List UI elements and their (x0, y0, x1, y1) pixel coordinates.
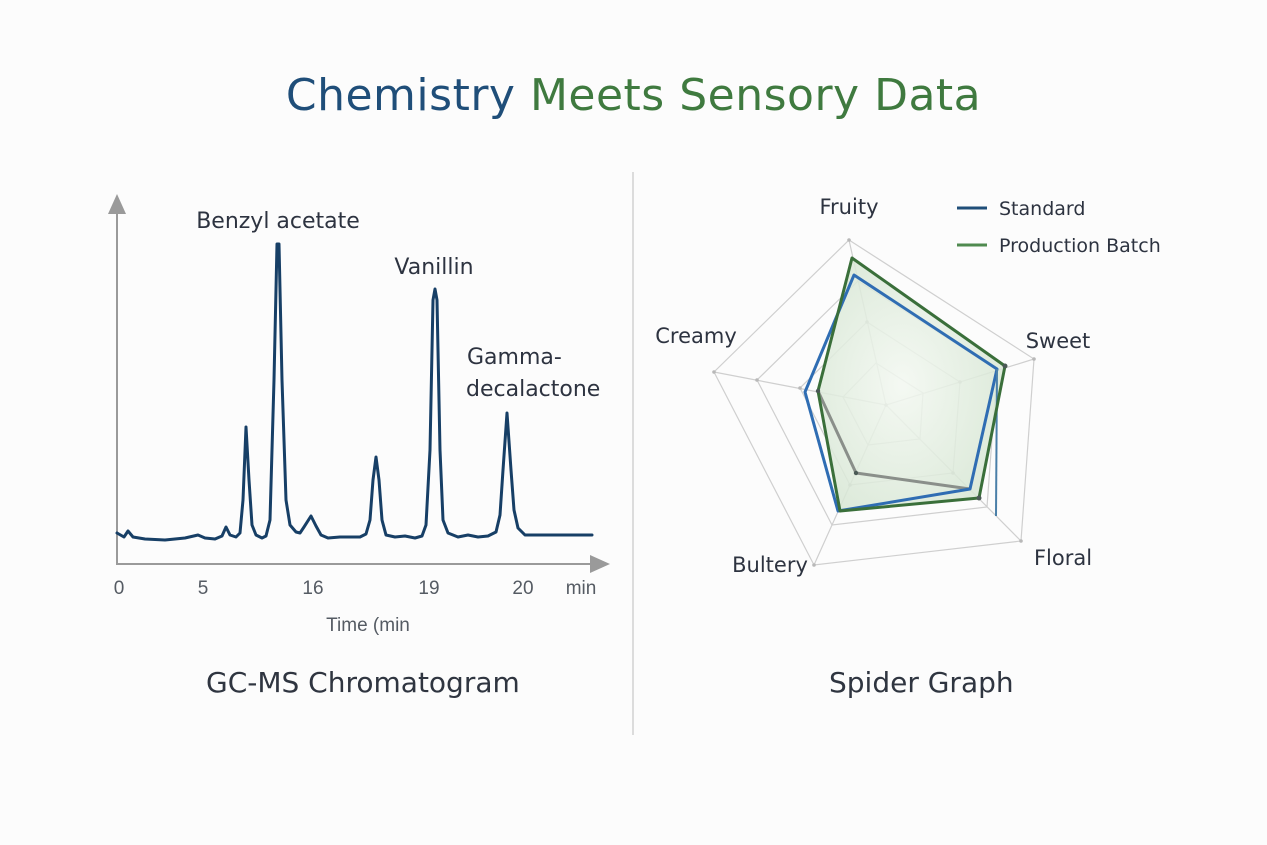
legend: Standard Production Batch (957, 198, 1161, 257)
series-production-batch (816, 256, 1007, 513)
chromatogram-chart: Benzyl acetate Vanillin Gamma- decalacto… (108, 194, 610, 636)
x-tick-19: 19 (418, 578, 439, 599)
series-standard (803, 273, 999, 513)
chromatogram-caption: GC-MS Chromatogram (206, 666, 520, 699)
x-tick-20: 20 (512, 578, 533, 599)
x-axis-title: Time (min (326, 615, 410, 636)
page-title: Chemistry Meets Sensory Data (0, 70, 1267, 121)
peak-label-vanillin: Vanillin (394, 255, 473, 280)
axis-label-creamy: Creamy (655, 324, 737, 348)
axis-label-fruity: Fruity (820, 195, 879, 219)
legend-label-standard: Standard (999, 198, 1085, 220)
axis-label-floral: Floral (1034, 546, 1092, 570)
axis-label-buttery: Bultery (732, 553, 808, 577)
legend-label-production: Production Batch (999, 235, 1161, 257)
title-part-chemistry: Chemistry (285, 70, 516, 121)
series-vertex-dots (815, 363, 1008, 501)
x-tick-16: 16 (302, 578, 323, 599)
peak-label-gamma-2: decalactone (466, 377, 600, 402)
production-fill (818, 258, 1005, 511)
chromatogram-trace (115, 242, 594, 542)
x-tick-5: 5 (198, 578, 209, 599)
x-axis-arrow-icon (590, 555, 610, 573)
spider-caption: Spider Graph (829, 666, 1014, 699)
axis-label-sweet: Sweet (1026, 329, 1091, 353)
y-axis-arrow-icon (108, 194, 126, 214)
peak-label-benzyl-acetate: Benzyl acetate (196, 209, 360, 234)
x-unit-label: min (566, 578, 597, 599)
title-part-sensory: Meets Sensory Data (529, 70, 982, 121)
spider-chart: Fruity Sweet Floral Bultery Creamy Stand… (655, 195, 1161, 577)
series-standard-spur (995, 368, 998, 517)
x-tick-0: 0 (114, 578, 125, 599)
peak-label-gamma-1: Gamma- (467, 345, 562, 370)
